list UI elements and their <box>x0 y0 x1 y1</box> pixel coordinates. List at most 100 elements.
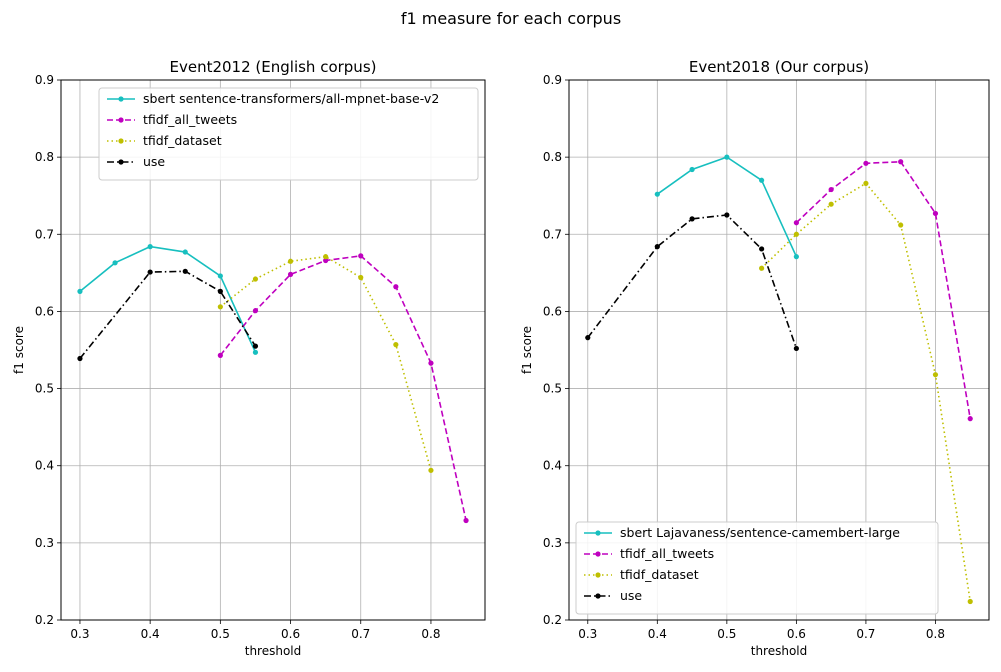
x-tick-label: 0.6 <box>281 627 300 641</box>
chart-event2012: 0.3 0.4 0.5 0.6 0.7 0.8 0.2 0.3 0.4 0.5 0.6 0.7 0.8 0… <box>12 58 486 658</box>
data-point <box>112 260 118 266</box>
data-point <box>252 276 259 282</box>
data-point <box>428 467 434 473</box>
y-axis-label: f1 score <box>12 326 26 374</box>
series-1 <box>793 159 973 422</box>
series-line <box>587 214 798 349</box>
chart-event2018: 0.3 0.4 0.5 0.6 0.7 0.8 0.2 0.3 0.4 0.5 0.6 0.7 0.8 0… <box>520 58 990 658</box>
axes-frame <box>568 79 990 621</box>
data-point <box>77 355 83 362</box>
legend-marker <box>118 96 124 102</box>
data-point <box>217 352 223 358</box>
data-point <box>689 216 695 222</box>
axes-frame <box>60 79 486 621</box>
data-point <box>793 254 799 260</box>
y-tick-label: 0.2 <box>543 613 562 627</box>
figure-suptitle: f1 measure for each corpus <box>401 9 621 28</box>
data-point <box>898 222 904 228</box>
data-point <box>967 598 973 605</box>
data-point <box>252 308 259 314</box>
series-0 <box>654 154 799 260</box>
y-tick-label: 0.2 <box>35 613 54 627</box>
series-0 <box>77 244 259 355</box>
legend-marker <box>118 159 124 165</box>
y-tick-label: 0.3 <box>543 536 562 550</box>
x-tick-label: 0.8 <box>926 627 945 641</box>
data-point <box>828 201 834 207</box>
data-point <box>689 166 695 173</box>
legend-label: tfidf_all_tweets <box>620 546 714 561</box>
data-point <box>793 345 799 352</box>
y-axis-label: f1 score <box>520 326 534 374</box>
series-line <box>219 255 432 471</box>
data-point <box>793 220 799 226</box>
y-tick-label: 0.7 <box>35 227 54 241</box>
series-line <box>795 160 972 419</box>
data-point <box>358 253 364 259</box>
data-point <box>147 269 153 275</box>
data-point <box>863 160 869 166</box>
data-point <box>585 335 591 341</box>
x-tick-label: 0.5 <box>211 627 230 641</box>
legend-box <box>575 521 939 615</box>
data-point <box>182 268 188 274</box>
data-point <box>863 180 869 186</box>
legend: sbert sentence-transformers/all-mpnet-ba… <box>98 87 479 181</box>
x-axis-label: threshold <box>245 644 302 658</box>
series-line <box>79 245 257 353</box>
y-tick-label: 0.8 <box>35 150 54 164</box>
y-tick-label: 0.5 <box>543 382 562 396</box>
data-point <box>217 304 223 310</box>
data-point <box>323 254 329 260</box>
x-tick-label: 0.3 <box>70 627 89 641</box>
y-tick-label: 0.9 <box>543 73 562 87</box>
y-tick-label: 0.5 <box>35 382 54 396</box>
legend-label: tfidf_dataset <box>143 133 222 148</box>
data-point <box>724 212 730 218</box>
legend-label: use <box>143 154 165 169</box>
x-tick-label: 0.8 <box>421 627 440 641</box>
legend-marker <box>595 551 601 557</box>
data-point <box>463 517 469 524</box>
data-point <box>287 258 294 264</box>
y-tick-label: 0.3 <box>35 536 54 550</box>
legend-box <box>98 87 479 181</box>
y-tick-label: 0.4 <box>543 459 562 473</box>
y-tick-label: 0.9 <box>35 73 54 87</box>
series-3 <box>585 212 799 352</box>
legend-label: sbert Lajavaness/sentence-camembert-larg… <box>620 525 900 540</box>
x-tick-label: 0.6 <box>787 627 806 641</box>
legend-label: sbert sentence-transformers/all-mpnet-ba… <box>143 91 439 106</box>
y-tick-label: 0.7 <box>543 227 562 241</box>
legend-marker <box>118 138 124 144</box>
data-point <box>828 186 834 193</box>
data-point <box>898 159 904 165</box>
x-tick-label: 0.5 <box>717 627 736 641</box>
legend-marker <box>595 572 601 578</box>
y-tick-label: 0.6 <box>35 304 54 318</box>
legend-label: tfidf_all_tweets <box>143 112 237 127</box>
data-point <box>654 244 660 250</box>
data-point <box>759 177 765 183</box>
x-tick-label: 0.3 <box>578 627 597 641</box>
chart-title: Event2018 (Our corpus) <box>689 58 869 76</box>
y-tick-label: 0.6 <box>543 304 562 318</box>
legend-marker <box>118 117 124 123</box>
series-2 <box>217 254 434 473</box>
data-point <box>358 274 364 281</box>
x-axis-label: threshold <box>751 644 808 658</box>
x-tick-label: 0.4 <box>648 627 667 641</box>
legend-label: tfidf_dataset <box>620 567 699 582</box>
data-point <box>932 210 939 217</box>
chart-title: Event2012 (English corpus) <box>170 58 377 76</box>
x-tick-label: 0.7 <box>351 627 370 641</box>
data-point <box>323 257 329 264</box>
data-point <box>182 249 188 255</box>
x-tick-label: 0.7 <box>856 627 875 641</box>
x-tick-label: 0.4 <box>141 627 160 641</box>
y-tick-label: 0.4 <box>35 459 54 473</box>
legend-marker <box>595 593 601 599</box>
data-point <box>759 246 765 252</box>
series-3 <box>77 268 259 362</box>
